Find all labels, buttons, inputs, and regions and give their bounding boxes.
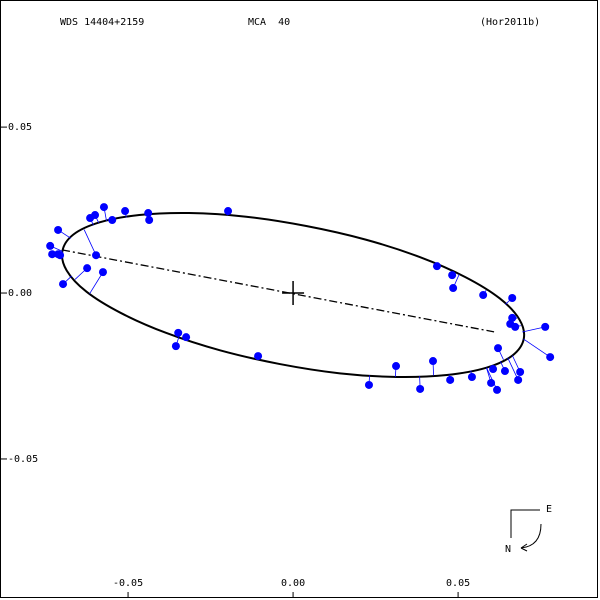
observation <box>511 322 520 331</box>
observation <box>56 251 65 260</box>
observation <box>91 211 100 220</box>
observation <box>364 380 373 389</box>
reference: (Hor2011b) <box>480 17 540 28</box>
observation <box>83 264 92 273</box>
observation <box>121 207 130 216</box>
x-tick-label: -0.05 <box>113 578 143 589</box>
observation <box>254 352 263 361</box>
observation <box>432 262 441 271</box>
residual <box>89 271 104 294</box>
observation <box>500 367 509 376</box>
observation <box>171 342 180 351</box>
compass-north: N <box>505 544 511 555</box>
residual <box>507 357 519 381</box>
compass-arrow <box>520 523 542 549</box>
compass-east: E <box>546 504 552 515</box>
compass-axes <box>510 509 540 538</box>
observation <box>144 209 153 218</box>
observation <box>546 353 555 362</box>
observation <box>489 365 498 374</box>
residual <box>83 229 97 256</box>
observation <box>99 203 108 212</box>
observation <box>416 384 425 393</box>
observation <box>92 251 101 260</box>
chart-subtitle: MCA 40 <box>248 17 290 28</box>
observation <box>467 372 476 381</box>
observation <box>541 322 550 331</box>
observation <box>508 294 517 303</box>
observation <box>508 313 517 322</box>
observation <box>446 375 455 384</box>
observation <box>479 291 488 300</box>
observation <box>494 344 503 353</box>
x-tick-label: 0.00 <box>281 578 305 589</box>
observation <box>487 378 496 387</box>
compass: E N <box>505 504 552 555</box>
observation <box>59 280 68 289</box>
y-tick-label: -0.05 <box>8 454 38 465</box>
residual <box>486 367 498 391</box>
compass-arrow-head <box>520 543 528 552</box>
observation <box>145 216 154 225</box>
observation <box>224 207 233 216</box>
observation <box>54 225 63 234</box>
observation <box>108 216 117 225</box>
observation <box>182 333 191 342</box>
observation <box>448 271 457 280</box>
chart-title: WDS 14404+2159 <box>60 17 144 28</box>
observation <box>429 357 438 366</box>
y-tick-label: 0.05 <box>8 122 32 133</box>
observation <box>493 385 502 394</box>
y-tick-label: 0.00 <box>8 288 32 299</box>
observation <box>449 284 458 293</box>
observation <box>98 268 107 277</box>
observation <box>514 375 523 384</box>
observation <box>392 362 401 371</box>
observation <box>48 250 57 259</box>
x-tick-label: 0.05 <box>446 578 470 589</box>
observation <box>46 241 55 250</box>
line-of-nodes <box>61 249 495 333</box>
primary-star <box>282 281 305 306</box>
residual <box>523 338 551 358</box>
observation <box>516 368 525 377</box>
observation <box>174 328 183 337</box>
orbit <box>61 211 526 379</box>
